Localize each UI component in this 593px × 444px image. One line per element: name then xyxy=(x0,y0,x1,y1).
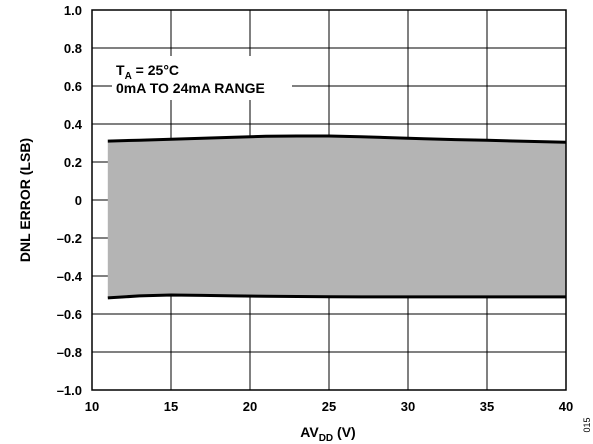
plot-frame xyxy=(91,9,567,391)
x-tick-label: 15 xyxy=(164,399,178,414)
annotation-background xyxy=(112,56,292,100)
temperature-annotation: TA = 25°C xyxy=(116,62,179,82)
x-tick-label: 30 xyxy=(401,399,415,414)
x-tick-label: 25 xyxy=(322,399,336,414)
y-tick-label: –0.4 xyxy=(57,269,83,284)
y-tick-label: –0.8 xyxy=(57,345,82,360)
y-tick-label: –0.2 xyxy=(57,231,82,246)
x-tick-labels: 10 15 20 25 30 35 40 xyxy=(85,399,573,414)
figure-id: 015 xyxy=(582,417,592,432)
y-tick-label: –0.6 xyxy=(57,307,82,322)
lower-dnl-limit-line xyxy=(107,293,566,300)
y-tick-label: 0.2 xyxy=(64,155,82,170)
y-tick-labels: 1.0 0.8 0.6 0.4 0.2 0 –0.2 –0.4 –0.6 –0.8 –1.0 xyxy=(57,3,83,398)
y-tick-label: 0.4 xyxy=(64,117,83,132)
x-tick-label: 40 xyxy=(559,399,573,414)
x-tick-label: 10 xyxy=(85,399,99,414)
upper-dnl-limit-line xyxy=(107,134,567,144)
y-tick-label: –1.0 xyxy=(57,383,82,398)
y-tick-label: 0.6 xyxy=(64,79,82,94)
x-axis-label: AVDD (V) xyxy=(300,424,355,444)
y-axis-label: DNL ERROR (LSB) xyxy=(17,138,33,262)
y-tick-label: 0.8 xyxy=(64,41,82,56)
y-tick-label: 1.0 xyxy=(64,3,82,18)
range-annotation: 0mA TO 24mA RANGE xyxy=(116,80,265,96)
x-tick-label: 20 xyxy=(243,399,257,414)
x-tick-label: 35 xyxy=(480,399,494,414)
error-band-fill xyxy=(107,136,567,298)
y-tick-label: 0 xyxy=(75,193,82,208)
